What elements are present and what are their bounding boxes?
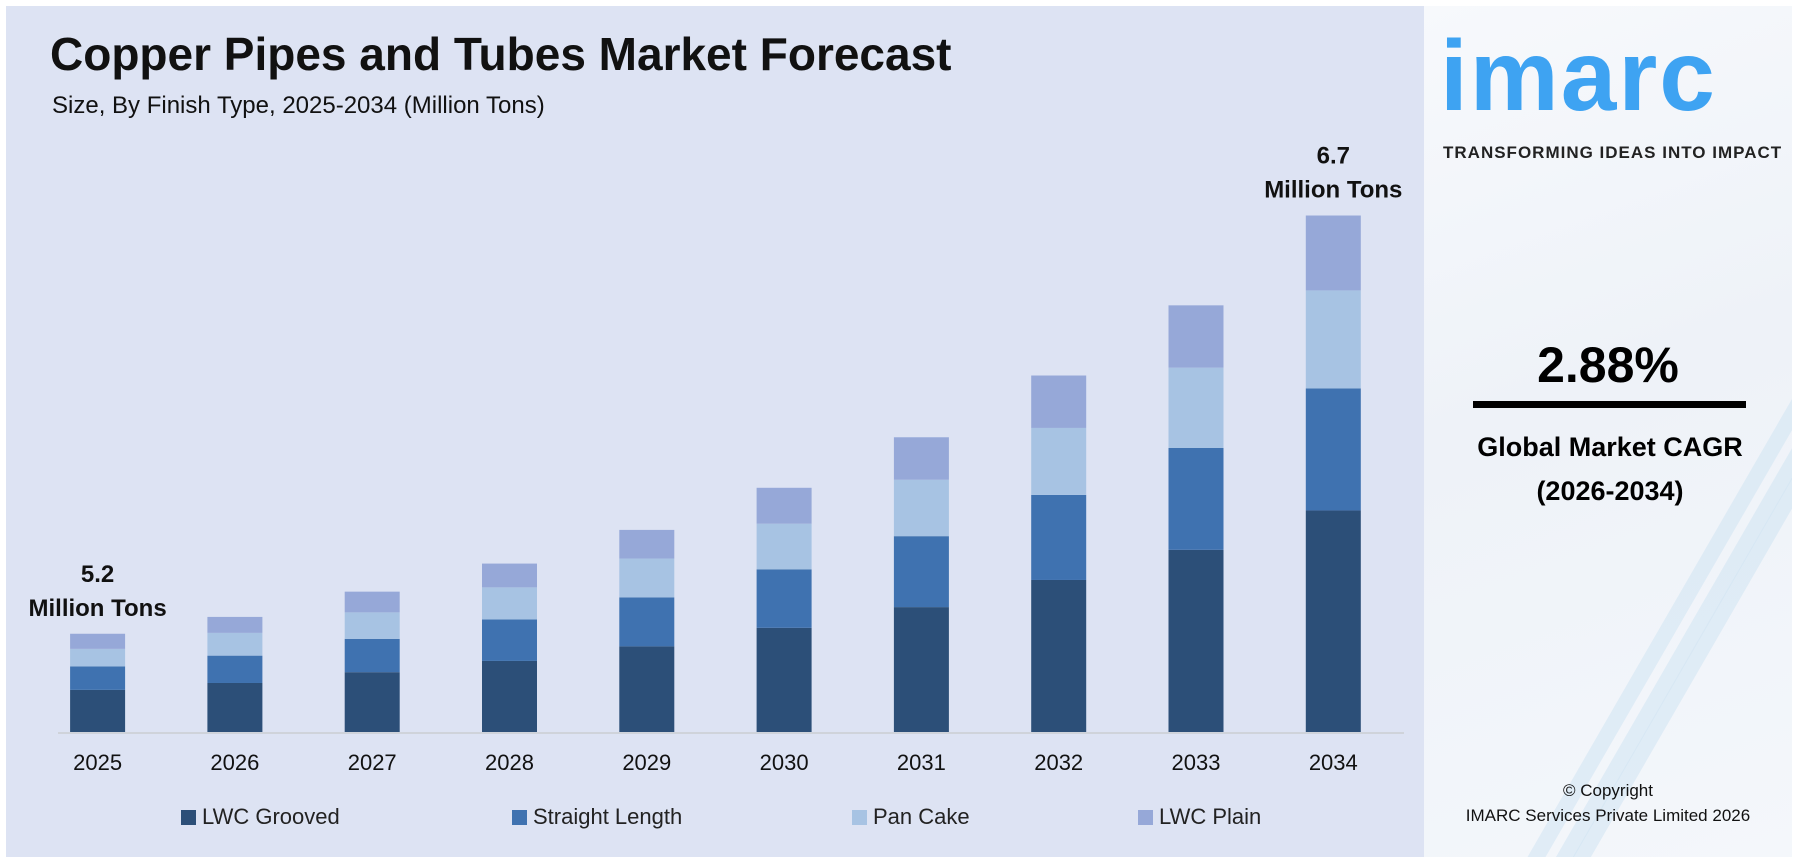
bar-segment-lwc-grooved-2034 [1305, 510, 1361, 732]
bar-segment-lwc-plain-2026 [207, 616, 263, 633]
cagr-divider [1473, 401, 1746, 408]
bar-segment-pan-cake-2034 [1305, 290, 1361, 389]
x-tick-label: 2032 [1034, 750, 1083, 775]
bar-segment-lwc-grooved-2029 [619, 646, 675, 732]
legend-item: LWC Plain [1138, 804, 1261, 830]
bar-segment-pan-cake-2029 [619, 558, 675, 598]
bar-segment-lwc-plain-2032 [1031, 375, 1087, 428]
cagr-label: Global Market CAGR (2026-2034) [1424, 425, 1796, 513]
bar-segment-lwc-grooved-2030 [756, 627, 812, 732]
x-tick-label: 2030 [760, 750, 809, 775]
legend-swatch [1138, 809, 1153, 825]
bar-segment-lwc-plain-2033 [1168, 305, 1224, 368]
bar-segment-lwc-grooved-2031 [893, 607, 949, 732]
bar-segment-lwc-plain-2027 [344, 591, 400, 613]
x-tick-label: 2028 [485, 750, 534, 775]
cagr-label-text: Global Market CAGR [1477, 432, 1743, 462]
data-label-value: 6.7 [1317, 143, 1350, 170]
copyright-line-1: © Copyright [1562, 781, 1653, 800]
legend-swatch [852, 809, 867, 825]
legend-label: Straight Length [533, 804, 683, 829]
legend-item: Straight Length [512, 804, 682, 830]
legend-label: Pan Cake [873, 804, 970, 829]
imarc-logo: imarc [1440, 20, 1717, 132]
bar-segment-straight-length-2033 [1168, 448, 1224, 550]
bar-segment-straight-length-2031 [893, 536, 949, 608]
bar-segment-pan-cake-2025 [70, 648, 126, 667]
legend-item: Pan Cake [852, 804, 970, 830]
bar-segment-lwc-grooved-2033 [1168, 549, 1224, 732]
bar-segment-pan-cake-2032 [1031, 427, 1087, 495]
bar-segment-lwc-grooved-2027 [344, 672, 400, 732]
bar-segment-pan-cake-2030 [756, 523, 812, 570]
bar-segment-lwc-grooved-2032 [1031, 579, 1087, 732]
chart-subtitle: Size, By Finish Type, 2025-2034 (Million… [52, 92, 545, 119]
bar-segment-pan-cake-2027 [344, 612, 400, 639]
data-label-unit: Million Tons [28, 595, 166, 622]
x-tick-label: 2025 [73, 750, 122, 775]
legend-item: LWC Grooved [181, 804, 340, 830]
legend-label: LWC Grooved [202, 804, 340, 829]
bar-segment-straight-length-2026 [207, 655, 263, 683]
data-label-unit: Million Tons [1264, 177, 1402, 204]
logo-tagline: TRANSFORMING IDEAS INTO IMPACT [1443, 143, 1783, 162]
cagr-period: (2026-2034) [1536, 476, 1684, 506]
bar-segment-pan-cake-2031 [893, 479, 949, 537]
cagr-value: 2.88% [1537, 337, 1679, 393]
stacked-bar-chart: 2025 5.2 Million Tons 2026 2027 2028 2029 2030 2… [28, 143, 1404, 775]
side-panel [1424, 6, 1792, 857]
x-tick-label: 2034 [1309, 750, 1358, 775]
x-tick-label: 2027 [348, 750, 397, 775]
data-label-value: 5.2 [81, 561, 114, 588]
legend-swatch [512, 809, 527, 825]
bar-segment-lwc-plain-2028 [482, 563, 537, 588]
bar-segment-straight-length-2027 [344, 638, 400, 673]
bar-segment-straight-length-2032 [1031, 494, 1087, 580]
bar-segment-pan-cake-2033 [1168, 367, 1224, 449]
bar-segment-lwc-grooved-2025 [70, 689, 126, 732]
bar-segment-lwc-grooved-2028 [482, 660, 537, 732]
x-tick-label: 2033 [1172, 750, 1221, 775]
bar-segment-straight-length-2034 [1305, 388, 1361, 511]
copyright-line-2: IMARC Services Private Limited 2026 [1465, 806, 1751, 825]
bar-segment-straight-length-2030 [756, 569, 812, 628]
x-tick-label: 2029 [622, 750, 671, 775]
bar-segment-lwc-plain-2025 [70, 633, 126, 649]
bar-segment-lwc-plain-2034 [1305, 215, 1361, 291]
bar-segment-pan-cake-2026 [207, 632, 263, 656]
bar-segment-lwc-plain-2031 [893, 437, 949, 480]
bar-segment-straight-length-2028 [482, 619, 537, 661]
bar-segment-straight-length-2025 [70, 666, 126, 690]
legend-label: LWC Plain [1159, 804, 1262, 829]
copyright: © Copyright IMARC Services Private Limit… [1424, 778, 1792, 828]
chart-title: Copper Pipes and Tubes Market Forecast [50, 28, 952, 80]
bar-segment-lwc-plain-2030 [756, 487, 812, 524]
x-tick-label: 2026 [210, 750, 259, 775]
x-tick-label: 2031 [897, 750, 946, 775]
legend-swatch [181, 809, 196, 825]
bar-segment-lwc-plain-2029 [619, 529, 675, 559]
bar-segment-straight-length-2029 [619, 597, 675, 647]
bar-segment-pan-cake-2028 [482, 587, 537, 620]
bar-segment-lwc-grooved-2026 [207, 682, 263, 732]
